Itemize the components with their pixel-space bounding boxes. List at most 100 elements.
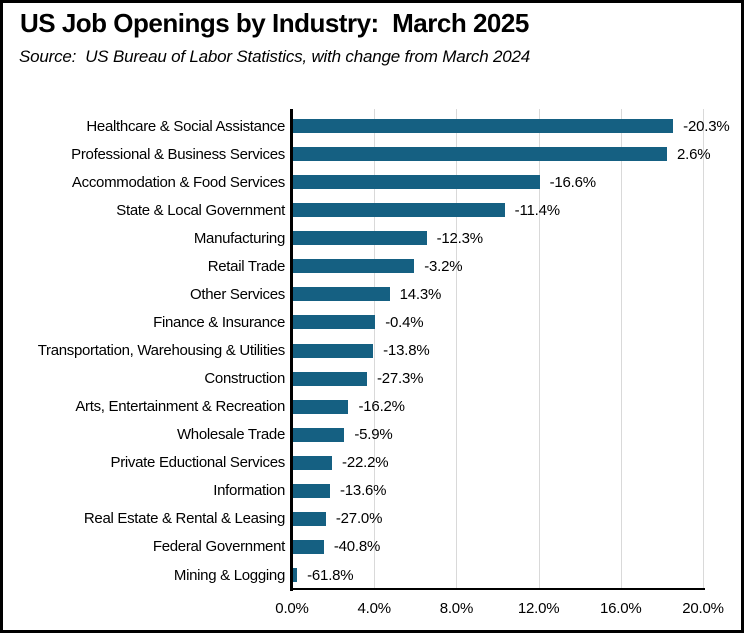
value-label: -27.0% — [335, 510, 383, 528]
bar-track: -20.3% — [293, 112, 741, 140]
bar-track: 14.3% — [293, 280, 741, 308]
bar — [293, 511, 326, 526]
value-label: -12.3% — [436, 229, 484, 247]
bar-track: -0.4% — [293, 308, 741, 336]
bar-row: Mining & Logging -61.8% — [3, 561, 741, 589]
x-axis-ticks: 0.0% 4.0% 8.0% 12.0% 16.0% 20.0% — [3, 600, 741, 622]
category-label: Accommodation & Food Services — [71, 173, 285, 191]
bar — [293, 568, 298, 583]
bar-track: 2.6% — [293, 140, 741, 168]
bar — [293, 539, 324, 554]
value-label: -11.4% — [514, 201, 560, 219]
gridline — [456, 109, 458, 589]
bar-row: Arts, Entertainment & Recreation -16.2% — [3, 393, 741, 421]
value-label: -3.2% — [424, 257, 463, 275]
bar-row: Transportation, Warehousing & Utilities -… — [3, 337, 741, 365]
x-tick-label: 8.0% — [439, 600, 474, 617]
x-tick-label: 12.0% — [517, 600, 560, 617]
bar-row: Healthcare & Social Assistance -20.3% — [3, 112, 741, 140]
category-label: Other Services — [190, 285, 285, 303]
bar-track: -11.4% — [293, 196, 741, 224]
value-label: -27.3% — [376, 370, 424, 388]
bar — [293, 287, 390, 302]
chart-title: US Job Openings by Industry: March 2025 — [20, 8, 529, 38]
bar-track: -27.0% — [293, 505, 741, 533]
bar — [293, 259, 415, 274]
bar — [293, 371, 367, 386]
x-tick-label: 0.0% — [275, 600, 309, 617]
bar — [293, 343, 374, 358]
bar-rows: Healthcare & Social Assistance -20.3% Prof… — [3, 112, 741, 589]
gridline — [538, 109, 540, 589]
bar-row: Construction -27.3% — [3, 365, 741, 393]
bar — [293, 399, 349, 414]
bar-track: -13.6% — [293, 477, 741, 505]
value-label: -40.8% — [333, 538, 381, 556]
bar — [293, 427, 345, 442]
chart-subtitle: Source: US Bureau of Labor Statistics, w… — [19, 47, 531, 66]
y-axis-line — [290, 109, 293, 591]
value-label: -16.6% — [549, 173, 597, 191]
bar-track: -27.3% — [293, 365, 741, 393]
bar-row: Manufacturing -12.3% — [3, 224, 741, 252]
value-label: 2.6% — [677, 145, 711, 163]
bar — [293, 203, 505, 218]
bar-track: -22.2% — [293, 449, 741, 477]
gridline — [374, 109, 376, 589]
category-label: Professional & Business Services — [71, 145, 285, 163]
bar — [293, 231, 427, 246]
bar-track: -16.6% — [293, 168, 741, 196]
bar-row: State & Local Government -11.4% — [3, 196, 741, 224]
bar-track: -13.8% — [293, 337, 741, 365]
category-label: Retail Trade — [207, 257, 286, 275]
value-label: -5.9% — [354, 426, 393, 444]
bar-row: Accommodation & Food Services -16.6% — [3, 168, 741, 196]
category-label: Arts, Entertainment & Recreation — [75, 398, 285, 416]
value-label: -22.2% — [342, 454, 389, 472]
x-tick-label: 20.0% — [682, 600, 724, 617]
category-label: Real Estate & Rental & Leasing — [83, 510, 285, 528]
category-label: Federal Government — [152, 538, 285, 556]
bar-track: -12.3% — [293, 224, 741, 252]
bar — [293, 147, 667, 162]
category-label: Private Eductional Services — [110, 454, 286, 472]
x-axis-line — [290, 588, 705, 590]
bar-track: -40.8% — [293, 533, 741, 561]
category-label: Wholesale Trade — [176, 426, 285, 444]
bar-row: Other Services 14.3% — [3, 280, 741, 308]
x-tick-label: 16.0% — [600, 600, 642, 617]
bar — [293, 455, 333, 470]
bar-row: Real Estate & Rental & Leasing -27.0% — [3, 505, 741, 533]
value-label: -20.3% — [683, 117, 730, 135]
x-tick-label: 4.0% — [357, 600, 391, 617]
gridline — [620, 109, 622, 589]
bar-track: -16.2% — [293, 393, 741, 421]
bar — [293, 119, 674, 134]
bar-row: Professional & Business Services 2.6% — [3, 140, 741, 168]
category-label: Manufacturing — [193, 229, 285, 247]
bar — [293, 483, 330, 498]
bar-row: Finance & Insurance -0.4% — [3, 308, 741, 336]
bar-row: Federal Government -40.8% — [3, 533, 741, 561]
bar-track: -5.9% — [293, 421, 741, 449]
bar-row: Private Eductional Services -22.2% — [3, 449, 741, 477]
category-label: Mining & Logging — [173, 566, 285, 584]
category-label: Healthcare & Social Assistance — [86, 117, 285, 135]
bar — [293, 315, 376, 330]
category-label: State & Local Government — [116, 201, 285, 219]
category-label: Transportation, Warehousing & Utilities — [37, 342, 286, 360]
value-label: -13.6% — [339, 482, 387, 500]
value-label: 14.3% — [399, 285, 442, 303]
bar — [293, 175, 540, 190]
value-label: -0.4% — [385, 313, 424, 331]
category-label: Finance & Insurance — [153, 313, 285, 331]
bar-row: Retail Trade -3.2% — [3, 252, 741, 280]
bar-track: -61.8% — [293, 561, 741, 589]
category-label: Construction — [204, 370, 285, 388]
bar-row: Wholesale Trade -5.9% — [3, 421, 741, 449]
category-label: Information — [213, 482, 285, 500]
value-label: -13.8% — [383, 342, 430, 360]
plot-area: Healthcare & Social Assistance -20.3% Prof… — [3, 3, 741, 630]
value-label: -61.8% — [307, 566, 354, 584]
